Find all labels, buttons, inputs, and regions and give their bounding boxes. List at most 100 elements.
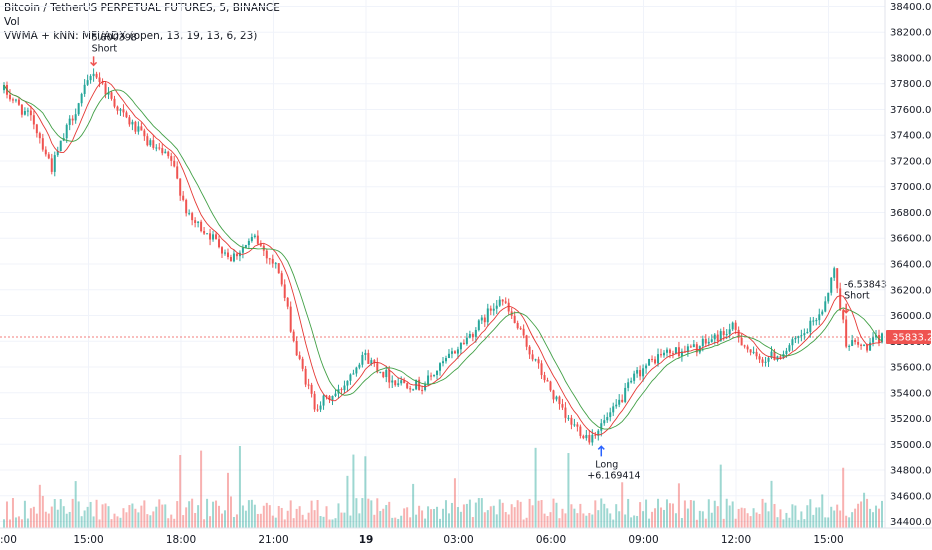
candle-body xyxy=(38,133,41,139)
candle-body xyxy=(755,351,758,357)
volume-bar xyxy=(540,500,543,528)
candle-body xyxy=(146,136,149,146)
candle-body xyxy=(531,354,534,360)
volume-bar xyxy=(639,502,642,528)
volume-bar xyxy=(881,500,883,528)
candle-body xyxy=(651,358,654,360)
candle-body xyxy=(170,156,173,161)
candle-body xyxy=(704,338,707,344)
volume-bar xyxy=(149,515,152,528)
volume-bar xyxy=(561,508,564,528)
volume-bar xyxy=(707,499,710,528)
volume-bar xyxy=(8,519,11,528)
volume-bar xyxy=(119,517,122,528)
candle-body xyxy=(597,430,600,436)
candle-body xyxy=(462,342,465,344)
candle-body xyxy=(731,322,734,330)
candle-body xyxy=(860,344,863,346)
candle-body xyxy=(875,335,878,338)
candle-body xyxy=(412,389,415,391)
volume-bar xyxy=(576,513,579,528)
candle-body xyxy=(364,352,367,355)
price-axis: 34400.00 34600.00 34800.00 35000.00 35200.00… xyxy=(890,2,932,528)
volume-bar xyxy=(185,507,188,528)
volume-bar xyxy=(710,512,713,528)
volume-bar xyxy=(101,504,104,528)
volume-bar xyxy=(746,513,749,528)
volume-bar xyxy=(406,507,409,528)
volume-bar xyxy=(573,508,576,528)
candle-body xyxy=(456,349,459,354)
volume-bar xyxy=(836,504,839,528)
candle-body xyxy=(728,329,731,335)
volume-bar xyxy=(630,517,633,528)
y-tick-label: 34400.00 xyxy=(890,517,932,528)
candle-body xyxy=(340,389,343,391)
candle-body xyxy=(489,308,492,311)
candle-body xyxy=(701,338,704,347)
volume-bar xyxy=(737,508,740,528)
candle-body xyxy=(582,435,585,439)
candle-body xyxy=(779,356,782,359)
volume-bar xyxy=(788,517,791,528)
signal-value: +6.169414 xyxy=(587,470,640,481)
candle-body xyxy=(764,361,767,363)
volume-bar xyxy=(140,505,143,528)
candle-body xyxy=(555,396,558,400)
candle-body xyxy=(606,417,609,421)
volume-bar xyxy=(394,517,397,528)
y-tick-label: 37800.00 xyxy=(890,79,932,90)
volume-bar xyxy=(259,513,262,528)
volume-bar xyxy=(421,510,424,528)
volume-bar xyxy=(358,513,361,528)
candle-body xyxy=(645,365,648,369)
candle-body xyxy=(128,117,131,125)
volume-bar xyxy=(779,509,782,528)
candle-body xyxy=(567,417,570,419)
candle-body xyxy=(65,124,68,139)
volume-bar xyxy=(104,503,107,528)
candle-body xyxy=(477,320,480,331)
candle-body xyxy=(636,370,639,374)
volume-bar xyxy=(555,502,558,528)
volume-bar xyxy=(531,505,534,528)
candle-body xyxy=(143,130,146,137)
volume-bar xyxy=(110,519,113,528)
candle-body xyxy=(740,337,743,346)
x-tick-label: 09:00 xyxy=(628,534,658,546)
candle-body xyxy=(621,399,624,402)
y-tick-label: 37200.00 xyxy=(890,156,932,167)
candle-body xyxy=(11,99,14,101)
volume-bar xyxy=(791,504,794,528)
volume-bar xyxy=(238,446,241,528)
candle-body xyxy=(558,396,561,405)
candle-body xyxy=(122,109,125,113)
volume-bar xyxy=(609,513,612,528)
chart-grid xyxy=(0,0,885,528)
last-price-tag: 35833.27 xyxy=(886,329,932,344)
volume-bar xyxy=(522,519,525,528)
volume-bar xyxy=(38,484,41,528)
candle-body xyxy=(624,387,627,402)
volume-bar xyxy=(256,513,259,528)
candle-body xyxy=(716,334,719,342)
candle-body xyxy=(815,320,818,322)
volume-bar xyxy=(292,518,295,528)
candle-body xyxy=(221,247,224,254)
volume-bar xyxy=(71,498,74,528)
y-tick-label: 36200.00 xyxy=(890,285,932,296)
volume-bar xyxy=(863,492,866,528)
candle-body xyxy=(367,352,370,364)
volume-bar xyxy=(833,510,836,528)
short-arrow-icon xyxy=(90,56,98,67)
volume-bar xyxy=(722,518,725,528)
candle-body xyxy=(325,395,328,397)
candle-body xyxy=(654,359,657,364)
candle-body xyxy=(782,353,785,359)
candle-body xyxy=(710,339,713,342)
volume-bar xyxy=(41,495,44,528)
volume-bar xyxy=(53,499,56,528)
y-tick-label: 38400.00 xyxy=(890,2,932,13)
volume-bar xyxy=(692,500,695,528)
